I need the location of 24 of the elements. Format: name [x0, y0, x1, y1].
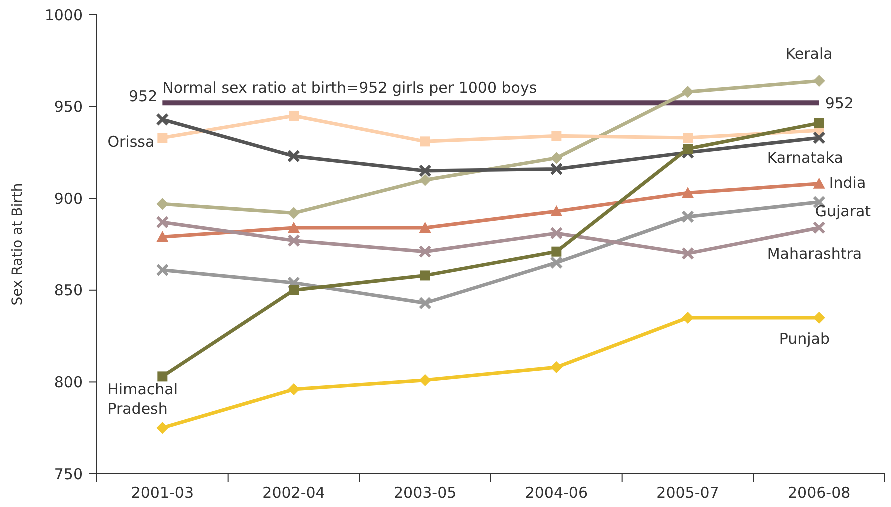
x-tick-label: 2006-08 [788, 484, 851, 502]
y-tick-label: 900 [54, 190, 83, 208]
series-label: Kerala [786, 45, 833, 64]
series-label: Himachal Pradesh [108, 380, 178, 418]
annotation: Normal sex ratio at birth=952 girls per 1000 boys [162, 79, 538, 98]
series-label: Orissa [108, 133, 155, 152]
y-tick-label: 950 [54, 98, 83, 116]
y-tick-label: 850 [54, 282, 83, 300]
x-tick-label: 2003-05 [394, 484, 457, 502]
y-tick-label: 750 [54, 465, 83, 484]
series-label: Punjab [779, 330, 830, 348]
y-tick-label: 1000 [44, 6, 83, 24]
series-label: Karnataka [767, 149, 844, 168]
series-label: Maharashtra [767, 244, 862, 263]
text: 952 [825, 94, 854, 112]
x-tick-label: 2004-06 [525, 484, 588, 502]
x-tick-label: 2001-03 [131, 484, 194, 502]
x-tick-label: 2002-04 [262, 484, 326, 502]
series-label: India [829, 174, 866, 192]
y-tick-label: 800 [54, 373, 83, 392]
y-axis-title: Sex Ratio at Birth [10, 183, 26, 306]
series-label: Gujarat [815, 202, 872, 220]
x-tick-label: 2005-07 [656, 484, 720, 502]
ref-line-label: 952 [129, 88, 158, 106]
